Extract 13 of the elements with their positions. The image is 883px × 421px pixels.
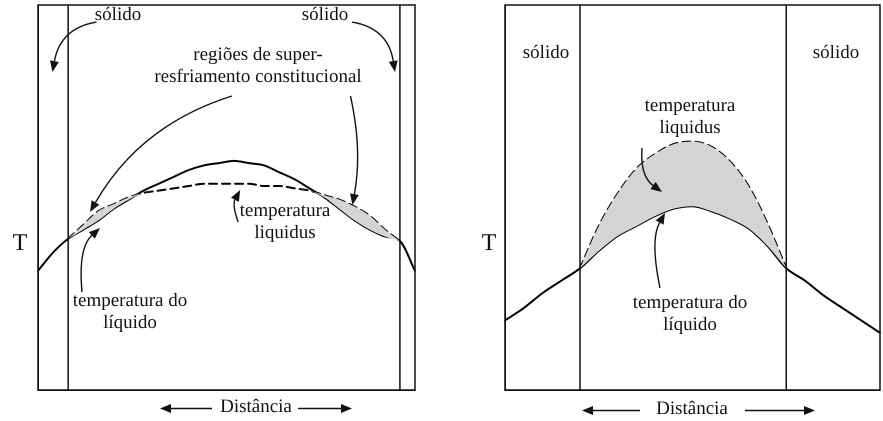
text: sólido bbox=[522, 42, 570, 64]
annotation: temperatura do líquido bbox=[632, 292, 748, 336]
x-axis-title: Distância bbox=[655, 398, 729, 420]
y-axis-title: T bbox=[480, 230, 498, 256]
text: regiões de super-resfriamento constitucional bbox=[153, 44, 363, 88]
text: sólido bbox=[94, 4, 142, 26]
text: sólido bbox=[812, 42, 860, 64]
x-axis-title: Distância bbox=[219, 396, 293, 418]
annotation: temperatura liquidus bbox=[238, 200, 332, 244]
text: sólido bbox=[300, 4, 350, 26]
text: temperatura liquidus bbox=[644, 95, 736, 139]
annotation: temperatura do líquido bbox=[72, 290, 188, 334]
y-axis-title: T bbox=[12, 230, 28, 256]
